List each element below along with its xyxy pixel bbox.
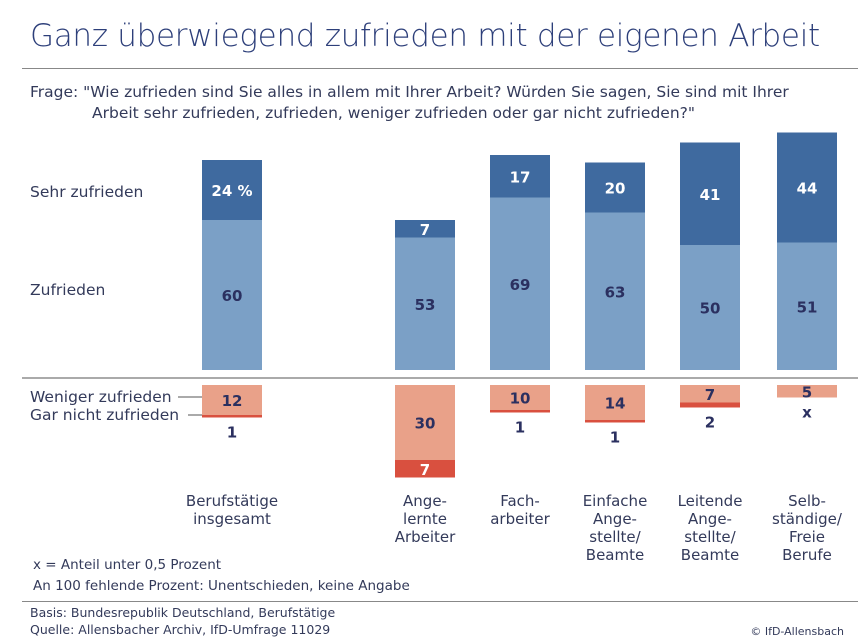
bar-zufrieden (680, 245, 740, 370)
question-line-1: Frage: "Wie zufrieden sind Sie alles in … (30, 83, 789, 101)
category-label: Fach- arbeiter (490, 492, 550, 528)
bar-weniger-zufrieden (680, 385, 740, 403)
data-label: 12 (222, 392, 243, 410)
category-label: Einfache Ange- stellte/ Beamte (582, 492, 648, 564)
note-x: x = Anteil unter 0,5 Prozent (33, 557, 222, 573)
footer-divider (22, 601, 858, 602)
bar-gar-nicht-zufrieden (585, 420, 645, 423)
data-label: 24 % (211, 182, 252, 200)
bar-zufrieden (585, 212, 645, 370)
data-label: 63 (605, 283, 626, 301)
data-label: 7 (420, 221, 430, 239)
bar-gar-nicht-zufrieden (680, 402, 740, 408)
legend-zufrieden: Zufrieden (30, 281, 106, 299)
chart-title: Ganz überwiegend zufrieden mit der eigen… (30, 18, 820, 54)
bar-sehr-zufrieden (680, 142, 740, 245)
data-label: 69 (510, 276, 531, 294)
data-label: 30 (415, 415, 436, 433)
legend-weniger-zufrieden: Weniger zufrieden (30, 388, 172, 406)
bar-sehr-zufrieden (395, 220, 455, 238)
bar-sehr-zufrieden (490, 155, 550, 198)
data-label: 10 (510, 390, 531, 408)
footer-source: Quelle: Allensbacher Archiv, IfD-Umfrage… (30, 622, 331, 637)
bar-weniger-zufrieden (395, 385, 455, 460)
data-label: 1 (610, 429, 620, 447)
data-label: 50 (700, 300, 721, 318)
title-divider (22, 68, 858, 69)
data-label: 1 (515, 419, 525, 437)
data-label: x (802, 404, 812, 422)
data-label: 60 (222, 287, 243, 305)
data-label: 7 (705, 386, 715, 404)
legend-sehr-zufrieden: Sehr zufrieden (30, 183, 144, 201)
category-label: Selb- ständige/ Freie Berufe (772, 492, 842, 564)
data-label: 17 (510, 168, 531, 186)
data-label: 44 (797, 180, 818, 198)
category-label: Leitende Ange- stellte/ Beamte (677, 492, 743, 564)
legend-gar-nicht-zufrieden: Gar nicht zufrieden (30, 406, 180, 424)
question-line-2: Arbeit sehr zufrieden, zufrieden, wenige… (92, 104, 696, 122)
bar-gar-nicht-zufrieden (202, 415, 262, 418)
bar-zufrieden (490, 197, 550, 370)
category-label: Berufstätige insgesamt (185, 492, 279, 528)
data-label: 41 (700, 186, 721, 204)
bar-zufrieden (395, 237, 455, 370)
note-missing: An 100 fehlende Prozent: Unentschieden, … (33, 578, 410, 594)
bar-sehr-zufrieden (585, 162, 645, 213)
data-label: 1 (227, 424, 237, 442)
bar-weniger-zufrieden (202, 385, 262, 415)
footer-basis: Basis: Bundesrepublik Deutschland, Beruf… (30, 605, 336, 620)
survey-question: Frage: "Wie zufrieden sind Sie alles in … (30, 82, 850, 124)
bar-zufrieden (202, 220, 262, 370)
copyright: © IfD-Allensbach (750, 625, 844, 638)
bar-gar-nicht-zufrieden (490, 410, 550, 413)
bar-zufrieden (777, 242, 837, 370)
bar-gar-nicht-zufrieden (395, 460, 455, 478)
bar-sehr-zufrieden (202, 160, 262, 220)
bar-weniger-zufrieden (490, 385, 550, 410)
data-label: 7 (420, 461, 430, 479)
data-label: 14 (605, 395, 626, 413)
data-label: 5 (802, 383, 812, 401)
bar-weniger-zufrieden (585, 385, 645, 420)
data-label: 2 (705, 414, 715, 432)
category-label: Ange- lernte Arbeiter (394, 492, 456, 546)
bar-sehr-zufrieden (777, 132, 837, 243)
data-label: 51 (797, 298, 818, 316)
data-label: 53 (415, 296, 436, 314)
data-label: 20 (605, 180, 626, 198)
bar-weniger-zufrieden (777, 385, 837, 398)
